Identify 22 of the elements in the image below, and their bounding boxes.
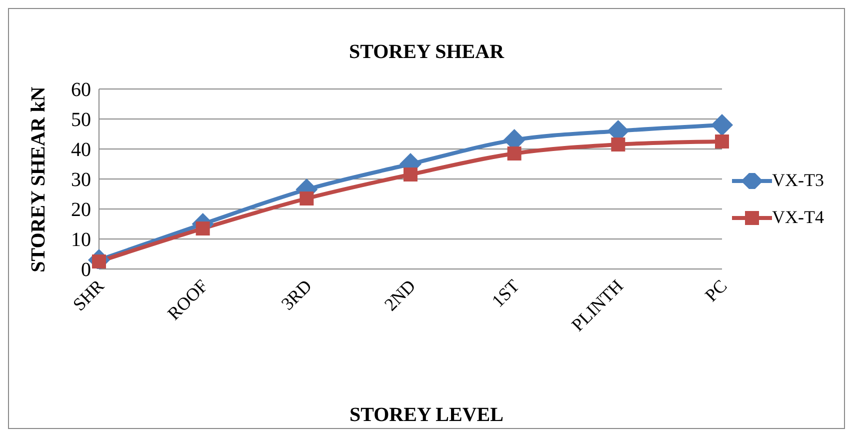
y-tick-label: 50 [71,109,91,132]
x-tick-label: 2ND [380,276,420,315]
chart-title: STOREY SHEAR [348,41,506,64]
point [507,146,522,160]
y-tick-label: 40 [71,139,91,162]
y-tick-label: 10 [71,229,91,252]
x-tick-label: PC [701,276,731,306]
x-tick-label: 1ST [488,276,524,312]
legend-label: VX-T3 [772,170,824,191]
point [711,114,733,136]
x-tick-label: 3RD [277,276,316,314]
point [196,222,210,236]
point [611,138,626,152]
point [404,168,418,182]
y-tick-label: 60 [71,79,91,102]
point [715,134,729,148]
y-tick-label: 20 [71,199,91,222]
y-tick-label: 30 [71,169,91,192]
legend-label: VX-T4 [772,207,824,228]
x-axis-title: STOREY LEVEL [348,404,504,427]
y-axis-title: STOREY SHEAR kN [28,86,50,272]
point [300,192,314,206]
